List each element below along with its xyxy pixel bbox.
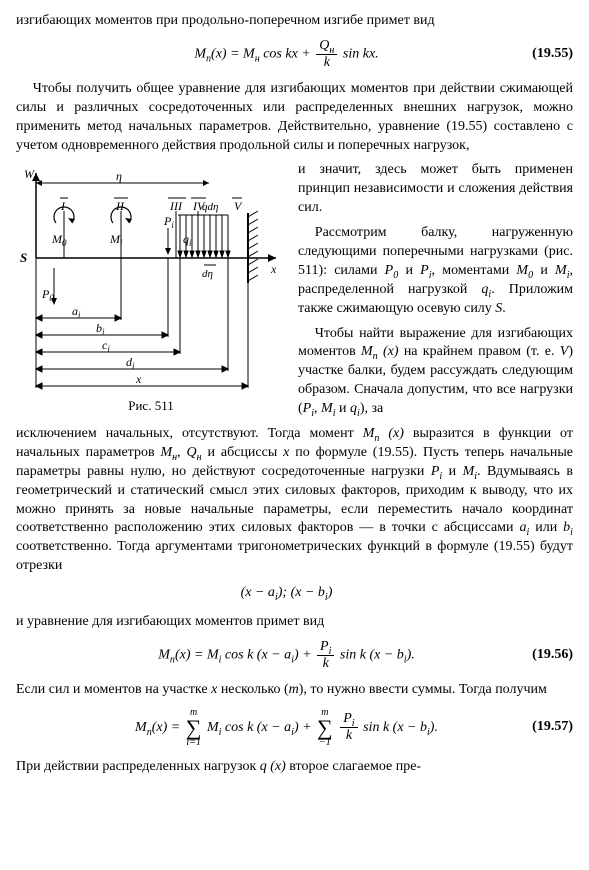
para-6: При действии распределенных нагрузок q (… — [16, 758, 573, 777]
svg-text:M0: M0 — [51, 232, 67, 248]
para-2: Чтобы получить общее уравнение для изгиб… — [16, 80, 573, 156]
fig-qdn: qdη — [202, 201, 218, 213]
equation-19-57: Mп(x) = m∑i=1 Mi cos k (x − ai) + m∑−1 P… — [16, 708, 573, 748]
svg-text:ai: ai — [72, 304, 81, 320]
svg-text:ci: ci — [102, 338, 110, 354]
para-5: Если сил и моментов на участке x несколь… — [16, 681, 573, 700]
svg-text:I: I — [60, 199, 66, 213]
svg-text:V: V — [234, 199, 243, 213]
svg-text:P0: P0 — [41, 287, 54, 303]
fig-label-S: S — [20, 250, 27, 265]
para-3: исключением начальных, отсутствуют. Тогд… — [16, 425, 573, 576]
equation-19-55: Mп(x) = Mн cos kx + Qнk sin kx. (19.55) — [16, 39, 573, 70]
fig-label-x: x — [270, 262, 277, 276]
para-1: изгибающих моментов при продольно-попере… — [16, 12, 573, 31]
svg-text:Pi: Pi — [163, 214, 174, 230]
fig-deta: dη — [202, 268, 213, 280]
figure-caption: Рис. 511 — [16, 397, 286, 415]
equation-short: (x − ai); (x − bi) — [16, 584, 573, 603]
para-4: и уравнение для изгибающих моментов прим… — [16, 613, 573, 632]
svg-text:II: II — [115, 199, 125, 213]
svg-text:III: III — [169, 199, 183, 213]
svg-text:di: di — [126, 355, 135, 371]
fig-label-W: W — [24, 167, 35, 181]
svg-text:qi: qi — [183, 232, 192, 248]
svg-text:x: x — [135, 372, 142, 386]
figure-511: W S x η I II III IV V M0 Mi Pi — [16, 163, 286, 415]
fig-eta: η — [116, 169, 122, 183]
svg-text:bi: bi — [96, 321, 105, 337]
equation-19-56: Mп(x) = Mi cos k (x − ai) + Pik sin k (x… — [16, 640, 573, 671]
